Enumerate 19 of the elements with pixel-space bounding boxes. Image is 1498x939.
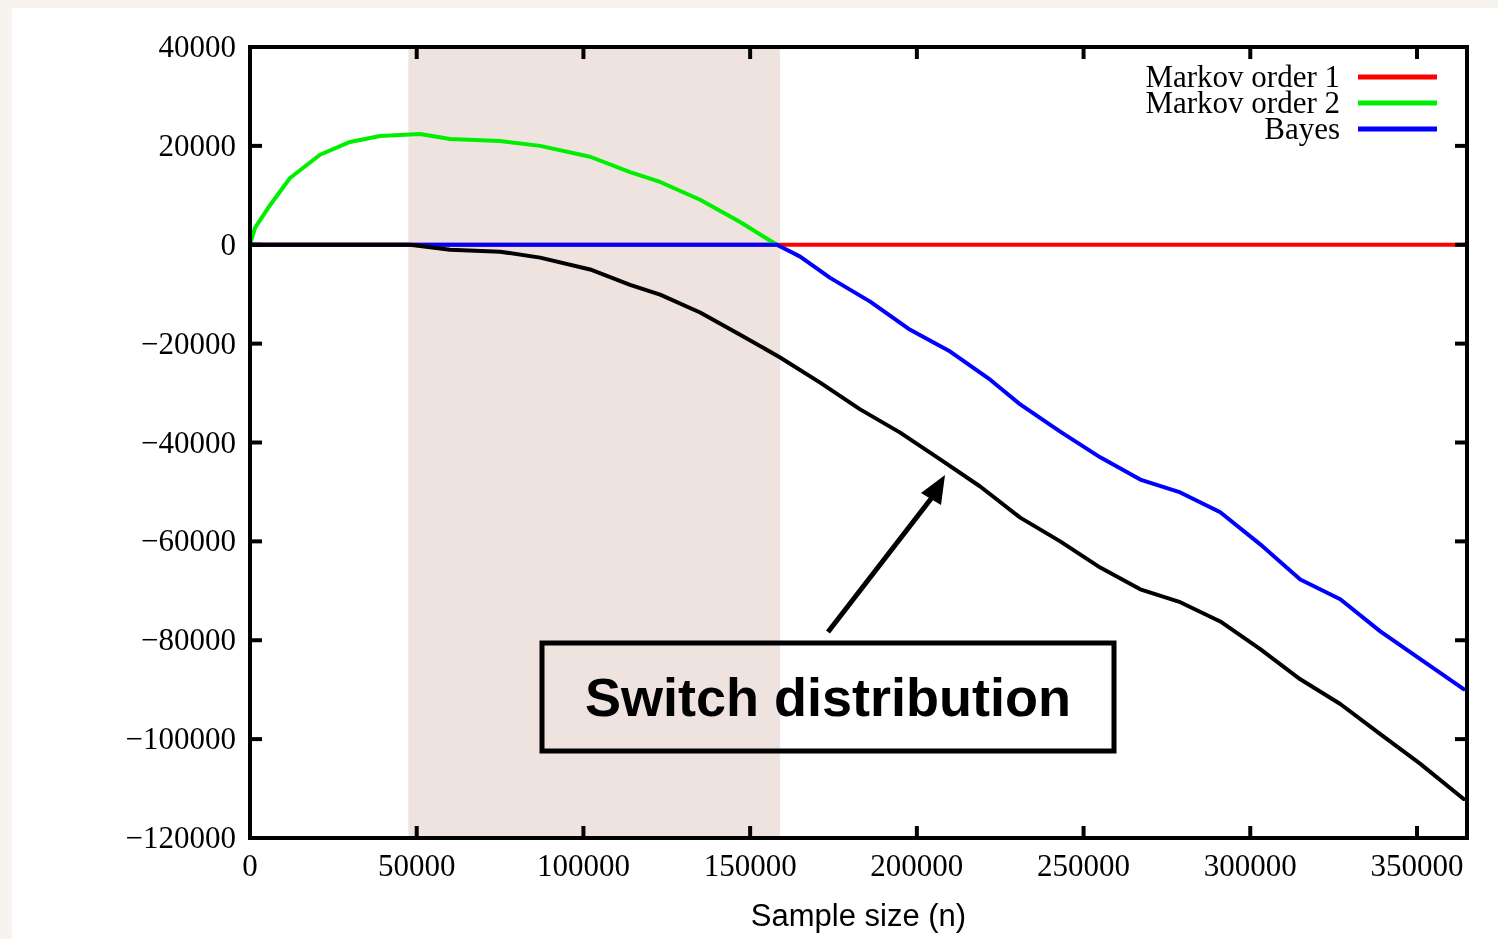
x-tick-label: 250000 [1037,848,1131,883]
y-tick-label: −40000 [141,424,236,460]
y-tick-label: 0 [220,226,236,262]
y-tick-label: −60000 [141,523,236,559]
y-tick-label: −20000 [141,325,236,361]
y-tick-label: −120000 [125,820,236,855]
x-tick-label: 50000 [377,848,456,883]
y-tick-label: −100000 [125,721,236,757]
y-tick-label: 20000 [158,127,236,163]
y-tick-label: 40000 [158,29,236,64]
x-tick-label: 300000 [1203,848,1297,883]
x-tick-label: 350000 [1370,848,1464,883]
x-tick-label: 200000 [870,848,964,883]
x-tick-label: 150000 [703,848,797,883]
x-tick-label: 0 [242,848,258,883]
annotation: Switch distribution [585,667,1071,727]
x-axis-title: Sample size (n) [750,898,967,933]
y-tick-label: −80000 [141,622,236,658]
x-tick-label: 100000 [536,848,630,883]
